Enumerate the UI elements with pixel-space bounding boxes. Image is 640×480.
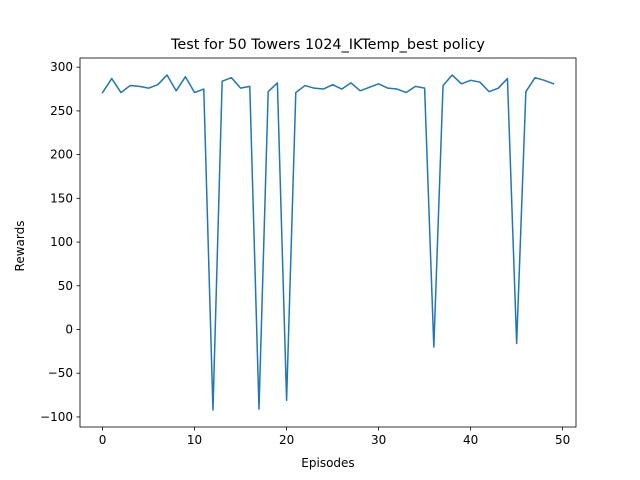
y-tick-label: 0 (65, 323, 73, 337)
y-tick-label: 250 (50, 104, 73, 118)
y-axis-ticks: −100 −50 0 50 100 150 200 250 300 (40, 60, 80, 424)
y-tick-label: 100 (50, 235, 73, 249)
x-tick-label: 30 (371, 433, 386, 447)
x-axis-label: Episodes (301, 456, 354, 470)
x-axis-ticks: 0 10 20 30 40 50 (99, 427, 570, 447)
y-tick-label: 50 (58, 279, 73, 293)
x-tick-label: 50 (555, 433, 570, 447)
plot-area (79, 57, 577, 428)
x-tick-label: 20 (279, 433, 294, 447)
series-line-0 (101, 74, 555, 411)
y-tick-label: −50 (48, 366, 73, 380)
x-tick-label: 40 (463, 433, 478, 447)
y-tick-label: 300 (50, 60, 73, 74)
plot-frame (79, 57, 577, 428)
y-tick-label: −100 (40, 410, 73, 424)
chart-title: Test for 50 Towers 1024_IKTemp_best poli… (170, 37, 485, 53)
y-tick-label: 150 (50, 191, 73, 205)
y-axis-label: Rewards (13, 221, 27, 272)
x-tick-label: 0 (99, 433, 107, 447)
x-tick-label: 10 (187, 433, 202, 447)
y-tick-label: 200 (50, 148, 73, 162)
